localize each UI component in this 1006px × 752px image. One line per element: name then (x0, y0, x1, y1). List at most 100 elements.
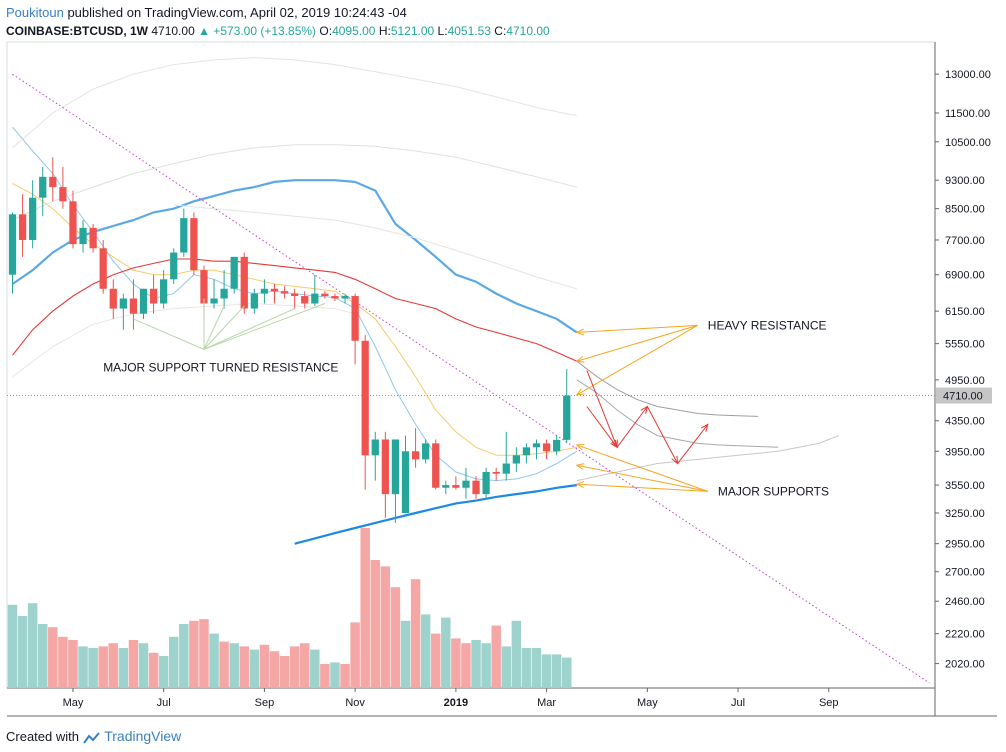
support-fan-line (203, 305, 225, 350)
low-label: L: (437, 24, 448, 38)
candle-body (462, 480, 470, 488)
major-supports-arrow-head (575, 481, 585, 489)
candle-body (8, 214, 17, 275)
last-price-tag (936, 387, 992, 404)
author-link[interactable]: Poukitoun (6, 5, 64, 20)
candle (482, 467, 490, 499)
candle (39, 166, 47, 217)
candle (260, 279, 269, 304)
volume-bar (289, 646, 300, 688)
volume-bar (168, 636, 179, 688)
annotation-text: MAJOR SUPPORTS (718, 484, 829, 498)
candle (563, 369, 571, 444)
volume-bar (380, 566, 391, 688)
candle (311, 274, 319, 307)
candle (502, 431, 510, 481)
y-tick-label: 8500.00 (945, 204, 985, 216)
candle (230, 256, 238, 294)
candle-body (311, 293, 319, 304)
candle (492, 467, 500, 481)
volume-bar (229, 643, 239, 688)
open-label: O: (319, 24, 333, 38)
heavy-resistance-arrow-head (575, 355, 585, 363)
volume-bar (68, 640, 78, 688)
volume-bar (350, 622, 360, 688)
candle (160, 270, 168, 309)
volume-bar (249, 649, 260, 688)
x-tick-label: May (637, 697, 658, 709)
candle-body (49, 176, 57, 188)
candle (291, 288, 299, 309)
annotation-text: HEAVY RESISTANCE (708, 318, 827, 332)
candle-body (109, 288, 117, 309)
projection-path-line (646, 406, 679, 464)
volume-bar (400, 620, 411, 688)
volume-bar (279, 656, 290, 688)
created-with-text: Created with (6, 729, 79, 744)
y-tick-label: 4950.00 (945, 375, 985, 387)
candle (8, 212, 17, 294)
candle-body (351, 296, 359, 341)
low-value: 4051.53 (447, 24, 491, 38)
volume-bar (7, 604, 18, 688)
y-tick-label: 6150.00 (945, 306, 985, 318)
candle (532, 439, 541, 460)
y-tick-label: 6900.00 (945, 270, 985, 282)
volume-bar (17, 616, 28, 688)
symbol-label: COINBASE:BTCUSD, 1W (6, 24, 149, 38)
candle (381, 431, 389, 518)
high-value: 5121.00 (390, 24, 435, 38)
heavy-resistance-arrow (576, 324, 698, 333)
y-tick-label: 11500.00 (945, 108, 990, 120)
candle (280, 286, 289, 299)
volume-bar (98, 646, 108, 688)
volume-bar (451, 638, 461, 688)
candle-body (291, 293, 299, 297)
series-line-sma_blue_thick (11, 179, 578, 334)
series-line-ema_red (12, 258, 578, 362)
volume-bar (158, 656, 169, 688)
volume-bar (461, 643, 471, 688)
candle-body (240, 256, 248, 309)
y-tick-label: 13000.00 (945, 69, 991, 81)
major-supports-arrow (576, 464, 708, 492)
volume-bar (521, 648, 532, 688)
y-tick-label: 2460.00 (945, 596, 985, 608)
candle (401, 435, 410, 514)
candle (109, 279, 117, 319)
candle (18, 194, 27, 257)
volume-bar (259, 644, 270, 688)
candle-body (160, 279, 168, 304)
open-value: 4095.00 (332, 24, 376, 38)
projection-path-line (677, 424, 709, 464)
candle (149, 274, 158, 314)
major-supports-arrow-head (575, 443, 585, 451)
volume-bar (511, 620, 522, 688)
candle (220, 270, 228, 309)
candle-body (401, 451, 410, 514)
series-line-faint_band_low (173, 204, 577, 290)
volume-bar (441, 617, 451, 688)
published-text: published on TradingView.com, April 02, … (67, 5, 407, 20)
volume-bar (48, 627, 58, 688)
y-tick-label: 2700.00 (945, 567, 985, 579)
close-value: 4710.00 (506, 24, 550, 38)
close-label: C: (494, 24, 507, 38)
volume-bar (189, 620, 199, 688)
candle-body (79, 227, 87, 245)
candle (411, 428, 420, 468)
candle (542, 439, 551, 460)
candle-body (381, 439, 389, 495)
candle-body (180, 218, 188, 253)
candle (452, 476, 460, 490)
candle-body (170, 252, 178, 280)
volume-bar (491, 625, 501, 688)
high-label: H: (378, 24, 391, 38)
price-change: ▲ +573.00 (+13.85%) (198, 24, 317, 38)
chart-header: Poukitoun published on TradingView.com, … (6, 4, 996, 40)
candle-body (371, 439, 379, 456)
candle (170, 248, 178, 285)
volume-bar (219, 641, 229, 688)
tradingview-brand[interactable]: TradingView (104, 728, 182, 744)
